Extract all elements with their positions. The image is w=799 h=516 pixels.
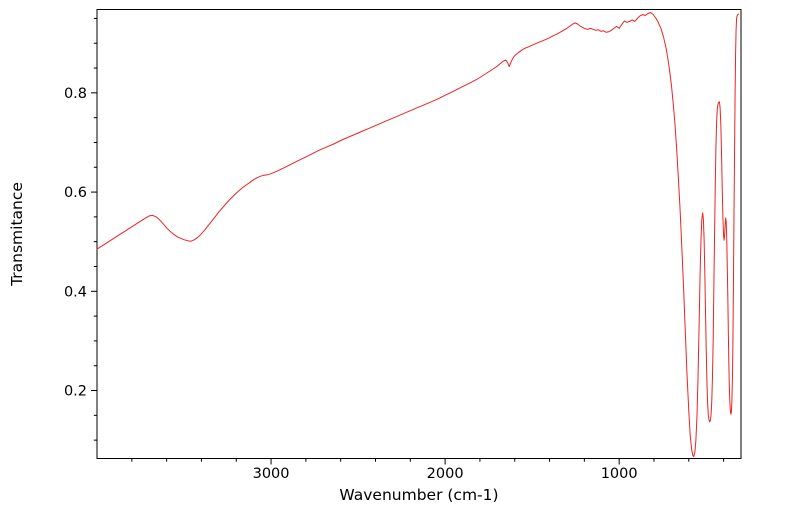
y-tick-label: 0.8 bbox=[64, 86, 87, 102]
tick-labels: 3000 2000 1000 0.2 0.4 0.6 0.8 bbox=[64, 86, 638, 482]
plot-area: 3000 2000 1000 0.2 0.4 0.6 0.8 bbox=[64, 9, 742, 482]
y-tick-label: 0.2 bbox=[64, 384, 87, 400]
spectrum-line bbox=[96, 12, 740, 457]
x-tick-label: 3000 bbox=[253, 466, 290, 482]
x-tick-label: 1000 bbox=[601, 466, 638, 482]
y-tick-label: 0.6 bbox=[64, 185, 87, 201]
x-axis-label: Wavenumber (cm-1) bbox=[339, 486, 498, 504]
y-tick-label: 0.4 bbox=[64, 284, 87, 300]
plot-border bbox=[96, 9, 742, 459]
axis-ticks bbox=[91, 17, 725, 465]
y-axis-label: Transmitance bbox=[8, 182, 26, 287]
x-tick-label: 2000 bbox=[427, 466, 464, 482]
